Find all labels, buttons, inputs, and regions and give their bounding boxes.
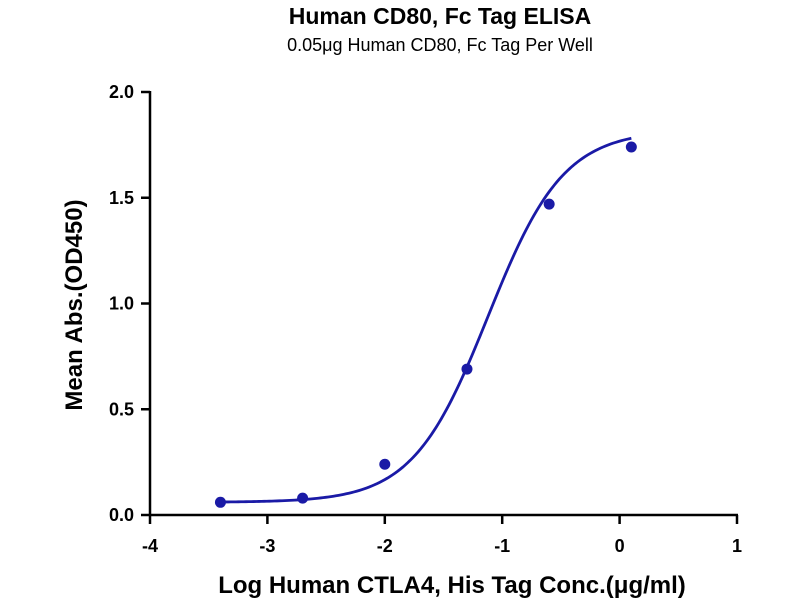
data-point — [625, 141, 637, 153]
x-tick-label: 1 — [732, 536, 742, 556]
x-tick-label: -3 — [259, 536, 275, 556]
x-tick-label: -1 — [494, 536, 510, 556]
x-tick-label: -2 — [377, 536, 393, 556]
data-point — [214, 496, 226, 508]
y-axis: 0.0 0.5 1.0 1.5 2.0 — [109, 82, 152, 525]
y-axis-title: Mean Abs.(OD450) — [61, 199, 88, 410]
x-tick-label: 0 — [615, 536, 625, 556]
chart-subtitle: 0.05μg Human CD80, Fc Tag Per Well — [287, 35, 593, 55]
data-point — [297, 492, 309, 504]
y-tick-label: 1.5 — [109, 188, 134, 208]
fit-curve — [220, 136, 632, 504]
data-points — [214, 141, 637, 508]
x-axis: -4 -3 -2 -1 0 1 — [142, 513, 742, 556]
data-point — [461, 363, 473, 375]
y-tick-label: 2.0 — [109, 82, 134, 102]
y-tick-label: 0.0 — [109, 505, 134, 525]
x-axis-title: Log Human CTLA4, His Tag Conc.(μg/ml) — [218, 572, 686, 599]
chart-title: Human CD80, Fc Tag ELISA — [289, 3, 591, 29]
y-tick-label: 0.5 — [109, 399, 134, 419]
data-point — [379, 458, 391, 470]
data-point — [543, 198, 555, 210]
x-tick-label: -4 — [142, 536, 158, 556]
y-tick-label: 1.0 — [109, 294, 134, 314]
